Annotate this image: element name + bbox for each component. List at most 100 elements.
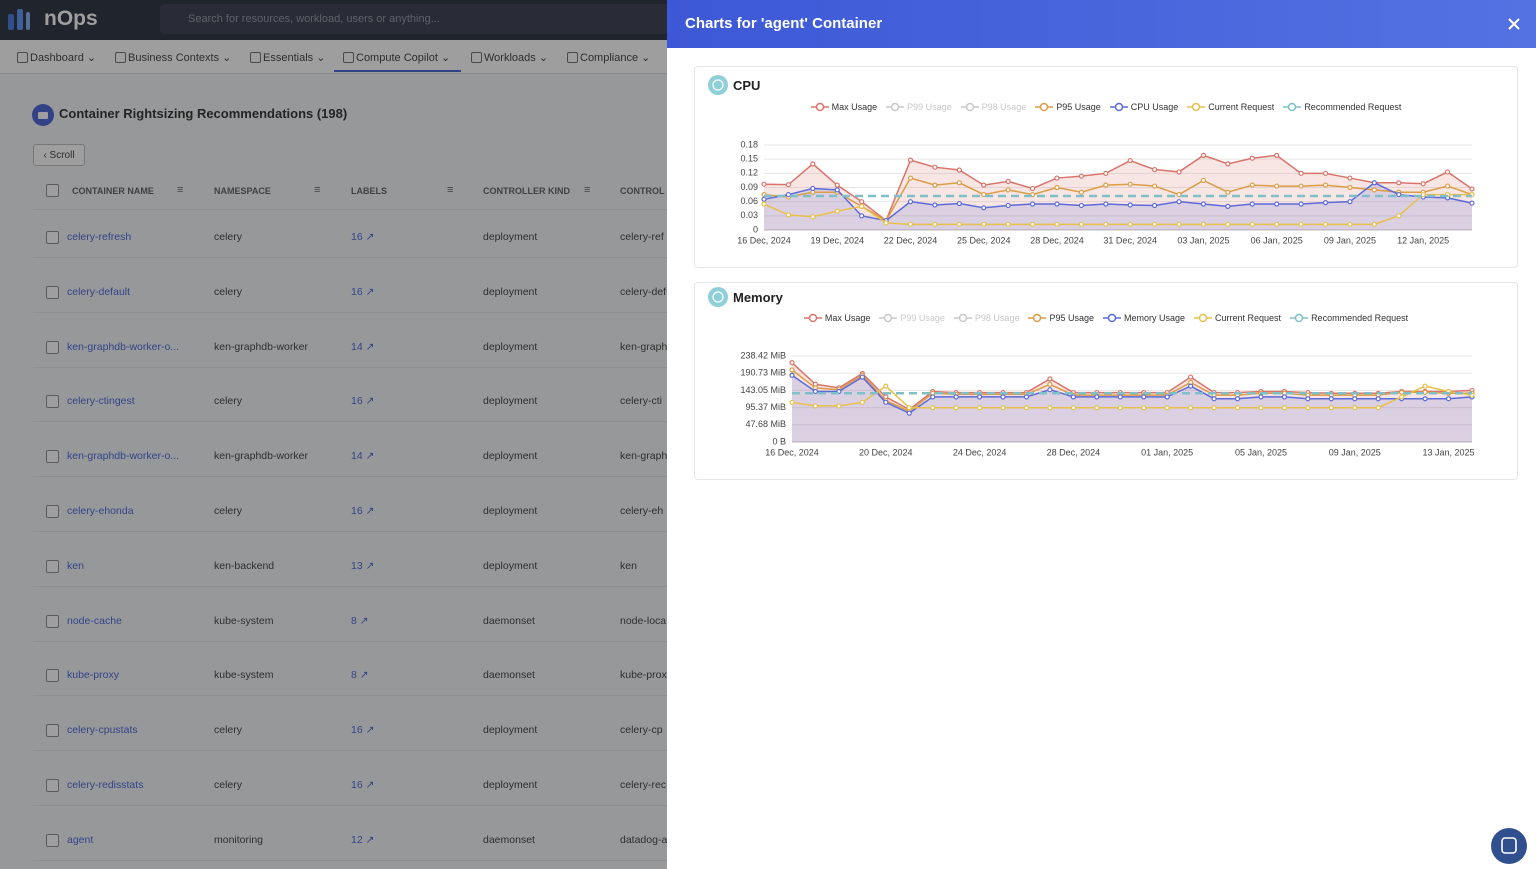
row-checkbox[interactable] bbox=[46, 833, 59, 847]
row-checkbox[interactable] bbox=[46, 450, 59, 464]
row-checkbox[interactable] bbox=[46, 669, 59, 683]
container-link[interactable]: ken bbox=[67, 559, 84, 572]
row-checkbox[interactable] bbox=[46, 340, 59, 354]
point bbox=[1103, 201, 1109, 207]
y-tick-label: 238.42 MiB bbox=[740, 350, 786, 360]
legend-item[interactable]: Recommended Request bbox=[1290, 313, 1408, 323]
point bbox=[834, 208, 840, 214]
point bbox=[1281, 405, 1288, 411]
container-link[interactable]: celery-refresh bbox=[67, 231, 132, 243]
point bbox=[1176, 169, 1182, 175]
x-tick-label: 16 Dec, 2024 bbox=[737, 235, 791, 245]
cell: ken-graphdb-worker bbox=[214, 450, 308, 463]
point bbox=[1117, 394, 1123, 400]
row-checkbox[interactable] bbox=[46, 505, 59, 518]
series-line bbox=[791, 369, 1472, 413]
row-checkbox[interactable] bbox=[46, 614, 59, 628]
cell: celery-rec bbox=[620, 779, 667, 791]
cell[interactable]: 16 ↗ bbox=[351, 285, 375, 298]
container-link[interactable]: node-cache bbox=[67, 614, 122, 627]
point bbox=[1127, 157, 1133, 164]
container-link[interactable]: ken-graphdb-worker-o... bbox=[67, 450, 180, 463]
nav-item[interactable]: Business Contexts ⌄ bbox=[128, 52, 232, 64]
cell: celery-def bbox=[620, 285, 667, 298]
cell: ken-graph bbox=[620, 450, 668, 463]
point bbox=[981, 221, 987, 227]
legend-item[interactable]: Max Usage bbox=[810, 102, 877, 112]
x-tick-label: 09 Jan, 2025 bbox=[1324, 235, 1376, 245]
cell[interactable]: 8 ↗ bbox=[351, 614, 369, 627]
point bbox=[1225, 189, 1231, 195]
legend-item[interactable]: P95 Usage bbox=[1035, 102, 1101, 112]
cell[interactable]: 16 ↗ bbox=[351, 395, 375, 408]
legend-item[interactable]: P99 Usage bbox=[879, 313, 945, 323]
row-checkbox[interactable] bbox=[46, 724, 59, 738]
column-menu[interactable]: ≡ bbox=[447, 184, 454, 196]
row-checkbox[interactable] bbox=[46, 395, 59, 409]
legend-item[interactable]: Memory Usage bbox=[1102, 313, 1185, 323]
legend-item[interactable]: CPU Usage bbox=[1109, 102, 1178, 112]
legend-item[interactable]: Current Request bbox=[1187, 102, 1274, 112]
cell[interactable]: 14 ↗ bbox=[351, 450, 375, 463]
point bbox=[956, 221, 962, 227]
legend-marker bbox=[890, 102, 900, 112]
container-link[interactable]: kube-proxy bbox=[67, 669, 119, 682]
cell[interactable]: 16 ↗ bbox=[351, 231, 375, 243]
container-link[interactable]: celery-ctingest bbox=[67, 395, 135, 408]
legend-item[interactable]: P98 Usage bbox=[960, 102, 1026, 112]
point bbox=[1029, 201, 1036, 207]
cpu-card: CPU Max Usage P99 Usage P98 Usage P95 Usage C… bbox=[694, 66, 1518, 268]
cell[interactable]: 12 ↗ bbox=[351, 833, 375, 846]
search-box[interactable]: Search for resources, workload, users or… bbox=[160, 4, 680, 34]
legend-item[interactable]: Current Request bbox=[1194, 313, 1281, 323]
row-checkbox[interactable] bbox=[46, 559, 59, 573]
cell[interactable]: 8 ↗ bbox=[351, 669, 369, 682]
point bbox=[1352, 405, 1358, 411]
nav-item[interactable]: Compliance ⌄ bbox=[580, 52, 651, 64]
point bbox=[1422, 383, 1428, 389]
cell: ken-graphdb-worker bbox=[214, 340, 308, 353]
y-tick-label: 0 B bbox=[772, 436, 786, 446]
column-menu[interactable]: ≡ bbox=[584, 184, 591, 196]
point bbox=[1249, 201, 1255, 207]
x-tick-label: 31 Dec, 2024 bbox=[1103, 235, 1157, 245]
cell[interactable]: 16 ↗ bbox=[351, 779, 375, 791]
cell: kube-system bbox=[214, 669, 274, 682]
point bbox=[1078, 189, 1084, 195]
nav-item[interactable]: Compute Copilot ⌄ bbox=[356, 52, 451, 64]
container-link[interactable]: celery-default bbox=[67, 285, 131, 298]
point bbox=[1328, 405, 1334, 411]
row-checkbox[interactable] bbox=[46, 231, 59, 244]
cell[interactable]: 16 ↗ bbox=[351, 505, 375, 517]
nav-item[interactable]: Essentials ⌄ bbox=[263, 52, 326, 64]
row-checkbox[interactable] bbox=[46, 779, 59, 792]
nav-item[interactable]: Workloads ⌄ bbox=[484, 52, 549, 64]
cell[interactable]: 14 ↗ bbox=[351, 340, 375, 353]
column-menu[interactable]: ≡ bbox=[177, 184, 184, 196]
point bbox=[1164, 405, 1170, 411]
row-checkbox[interactable] bbox=[46, 285, 59, 299]
point bbox=[1152, 183, 1158, 189]
legend-label: P95 Usage bbox=[1056, 102, 1101, 112]
nav-item[interactable]: Dashboard ⌄ bbox=[30, 52, 97, 64]
chat-button[interactable] bbox=[1490, 827, 1528, 865]
point bbox=[883, 383, 889, 389]
scroll-button[interactable]: ‹ Scroll bbox=[33, 144, 85, 166]
legend-item[interactable]: P99 Usage bbox=[886, 102, 952, 112]
legend-item[interactable]: P98 Usage bbox=[953, 313, 1019, 323]
legend-item[interactable]: Max Usage bbox=[803, 313, 870, 323]
container-link[interactable]: agent bbox=[67, 833, 94, 846]
container-link[interactable]: celery-cpustats bbox=[67, 724, 138, 737]
cell[interactable]: 13 ↗ bbox=[351, 559, 375, 572]
point bbox=[1322, 221, 1329, 227]
legend-item[interactable]: Recommended Request bbox=[1283, 102, 1401, 112]
container-link[interactable]: celery-ehonda bbox=[67, 505, 134, 517]
container-link[interactable]: celery-redisstats bbox=[67, 779, 144, 791]
legend-item[interactable]: P95 Usage bbox=[1028, 313, 1094, 323]
cell[interactable]: 16 ↗ bbox=[351, 724, 375, 737]
close-button[interactable] bbox=[1507, 17, 1521, 31]
nav-label: Business Contexts bbox=[128, 52, 220, 64]
column-menu[interactable]: ≡ bbox=[314, 184, 321, 196]
cell: celery-ref bbox=[620, 231, 664, 243]
container-link[interactable]: ken-graphdb-worker-o... bbox=[67, 340, 180, 353]
